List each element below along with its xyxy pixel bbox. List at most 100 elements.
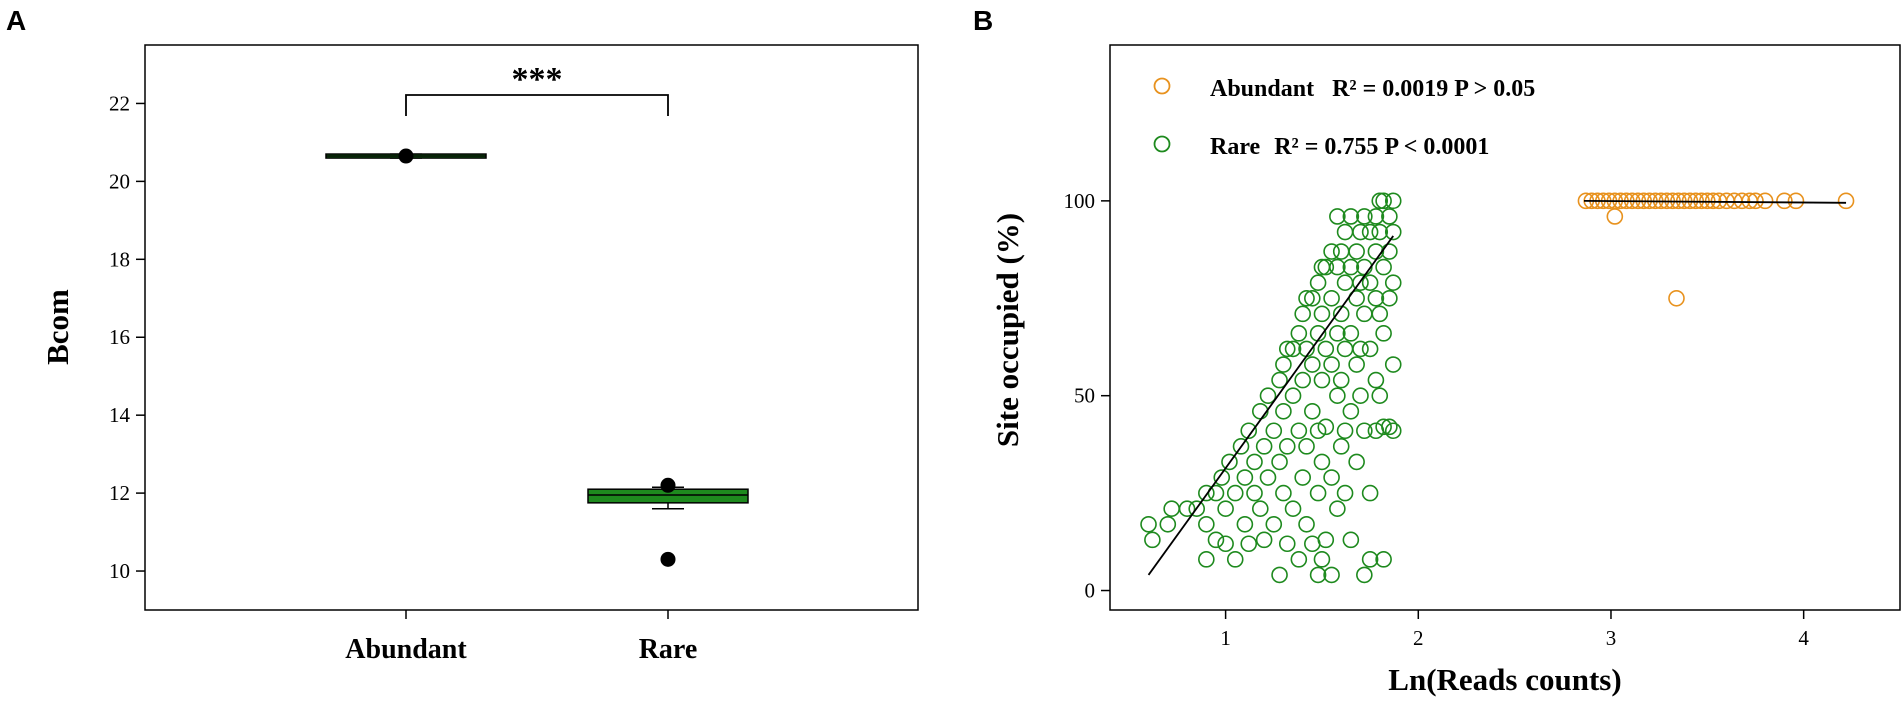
point-rare <box>1198 515 1215 533</box>
point-rare <box>1217 500 1234 517</box>
point-abundant <box>1756 192 1774 210</box>
point-rare <box>1304 356 1321 373</box>
point-rare <box>1348 453 1365 471</box>
point-rare <box>1313 258 1331 276</box>
point-rare <box>1294 305 1311 323</box>
point-rare <box>1163 500 1180 517</box>
point-rare <box>1278 438 1296 455</box>
b-x-tick-label: 3 <box>1606 626 1617 650</box>
point-rare <box>1309 274 1327 291</box>
point-rare <box>1367 289 1385 307</box>
a-y-tick-label: 22 <box>109 91 130 115</box>
point-rare <box>1329 325 1346 342</box>
legend-stat-rare: R² = 0.755 P < 0.0001 <box>1274 134 1489 160</box>
point-rare <box>1329 258 1346 276</box>
point-rare <box>1298 515 1315 533</box>
point-rare <box>1217 535 1234 553</box>
point-rare <box>1232 438 1250 455</box>
point-rare <box>1309 484 1327 502</box>
point-abundant <box>1747 192 1764 210</box>
point-rare <box>1278 535 1296 553</box>
point-rare <box>1329 500 1346 517</box>
point-rare <box>1226 551 1244 568</box>
point-abundant <box>1606 208 1624 225</box>
point-rare <box>1384 192 1402 210</box>
point-rare <box>1309 566 1327 584</box>
point-rare <box>1367 208 1385 225</box>
point-rare <box>1348 356 1365 373</box>
point-rare <box>1178 500 1196 517</box>
panel-a-y-axis: 10 12 14 16 18 20 22 <box>109 91 145 583</box>
point-rare <box>1226 484 1244 502</box>
point-rare <box>1323 566 1340 584</box>
panel-b-letter: B <box>973 5 993 36</box>
fit-line-rare <box>1147 235 1394 576</box>
point-rare <box>1290 422 1308 440</box>
point-rare <box>1275 402 1292 420</box>
point-rare <box>1271 453 1288 471</box>
point-rare <box>1298 289 1315 307</box>
point-rare <box>1265 422 1283 440</box>
point-abundant <box>1668 289 1685 307</box>
point-rare <box>1278 340 1296 358</box>
point-rare <box>1159 515 1177 533</box>
point-rare <box>1290 325 1308 342</box>
point-rare <box>1271 566 1288 584</box>
a-y-tick-label: 14 <box>109 403 131 427</box>
panel-b-plot-frame <box>1109 44 1901 611</box>
point-rare <box>1317 340 1335 358</box>
point-rare <box>1313 453 1331 471</box>
panel-b-x-axis-title: Ln(Reads counts) <box>1388 662 1621 697</box>
point-rare <box>1221 453 1238 471</box>
point-rare <box>1140 515 1157 533</box>
point-rare <box>1251 402 1269 420</box>
point-rare <box>1375 418 1392 436</box>
point-rare <box>1313 305 1331 323</box>
significance-bracket: *** <box>405 61 669 116</box>
point-rare <box>1304 289 1321 307</box>
panel-b-legend: Abundant R² = 0.0019 P > 0.05 Rare R² = … <box>1153 76 1535 160</box>
legend-label-rare: Rare R² = 0.755 P < 0.0001 <box>1210 134 1489 160</box>
point-rare <box>1332 371 1350 389</box>
point-rare <box>1255 438 1273 455</box>
a-x-category-label: Rare <box>639 634 698 665</box>
point-rare <box>1323 469 1340 486</box>
point-rare <box>1371 387 1389 404</box>
point-rare <box>1284 340 1302 358</box>
point-rare <box>1246 484 1263 502</box>
point-rare <box>1329 387 1346 404</box>
point-rare <box>1207 531 1225 549</box>
point-rare <box>1259 469 1277 486</box>
point-rare <box>1144 531 1161 549</box>
a-y-tick-label: 16 <box>109 325 130 349</box>
box-outlier <box>660 551 676 567</box>
point-rare <box>1275 484 1292 502</box>
point-rare <box>1342 325 1360 342</box>
point-rare <box>1329 208 1346 225</box>
point-rare <box>1213 469 1231 486</box>
point-rare <box>1323 243 1340 260</box>
point-rare <box>1361 223 1379 241</box>
point-rare <box>1304 402 1321 420</box>
point-rare <box>1323 356 1340 373</box>
point-rare <box>1384 274 1402 291</box>
b-y-tick-label: 100 <box>1064 189 1096 213</box>
legend-name-rare: Rare <box>1210 134 1261 160</box>
point-rare <box>1371 305 1389 323</box>
point-rare <box>1332 438 1350 455</box>
b-y-tick-label: 50 <box>1074 384 1095 408</box>
point-rare <box>1375 258 1392 276</box>
legend-name-abundant: Abundant <box>1210 76 1314 102</box>
point-rare <box>1271 371 1288 389</box>
point-rare <box>1336 422 1354 440</box>
point-rare <box>1375 551 1392 568</box>
point-rare <box>1356 305 1373 323</box>
panel-a-x-axis: Abundant Rare <box>345 610 697 665</box>
point-abundant <box>1704 192 1722 210</box>
point-rare <box>1352 274 1369 291</box>
b-y-tick-label: 0 <box>1085 579 1096 603</box>
a-y-tick-label: 18 <box>109 247 130 271</box>
point-rare <box>1336 274 1354 291</box>
point-rare <box>1342 402 1360 420</box>
